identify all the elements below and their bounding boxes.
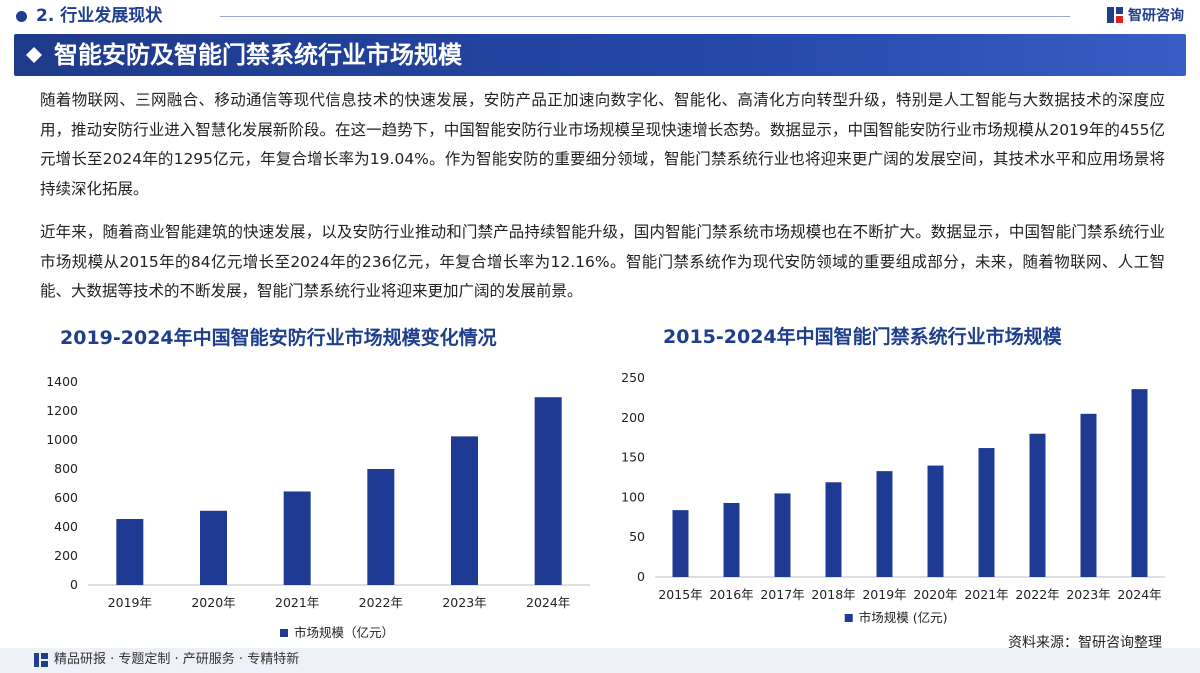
chart-2-bar [723, 502, 740, 577]
chart-2-bar [1080, 413, 1097, 577]
chart-1-bar [534, 397, 562, 585]
chart-1-title: 2019-2024年中国智能安防行业市场规模变化情况 [60, 327, 497, 349]
chart-2-legend-swatch [844, 614, 853, 622]
chart-2-ytick: 100 [621, 489, 645, 504]
chart-2-xtick: 2016年 [709, 587, 753, 602]
chart-2-xtick: 2020年 [913, 587, 957, 602]
paragraph-1: 随着物联网、三网融合、移动通信等现代信息技术的快速发展，安防产品正加速向数字化、… [40, 91, 1165, 198]
header-divider [220, 16, 1070, 17]
chart-1-ytick: 1000 [46, 432, 78, 447]
chart-1-bar [367, 469, 395, 585]
chart-2-ytick: 200 [621, 410, 645, 425]
brand-name: 智研咨询 [1128, 8, 1184, 24]
footer: 精品研报 · 专题定制 · 产研服务 · 专精特新 [0, 648, 1200, 673]
top-header: 2. 行业发展现状 智研咨询 [0, 0, 1200, 34]
chart-2-bar [825, 482, 842, 577]
chart-1-xtick: 2023年 [442, 595, 486, 610]
bullet-dot-icon [16, 11, 27, 22]
chart-2-ytick: 250 [621, 370, 645, 385]
footer-logo-icon [34, 653, 48, 667]
title-bar: 智能安防及智能门禁系统行业市场规模 [14, 34, 1186, 76]
chart-2-bar [1029, 433, 1046, 577]
paragraph-2: 近年来，随着商业智能建筑的快速发展，以及安防行业推动和门禁产品持续智能升级，国内… [40, 223, 1165, 300]
chart-1-legend-swatch [280, 629, 288, 637]
chart-1-ytick: 0 [70, 577, 78, 592]
chart-2-xtick: 2015年 [658, 587, 702, 602]
chart-2-ytick: 150 [621, 450, 645, 465]
source-note: 资料来源：智研咨询整理 [1008, 635, 1162, 651]
chart-1-bar [451, 436, 478, 585]
chart-2-bar [978, 448, 995, 577]
chart-2-bar [1131, 389, 1148, 577]
chart-1-ytick: 600 [54, 490, 78, 505]
chart-1-ytick: 1200 [46, 403, 78, 418]
chart-1-xtick: 2019年 [108, 595, 152, 610]
brand: 智研咨询 [1106, 5, 1184, 25]
chart-2-bar [672, 510, 689, 577]
chart-1: 0 200 400 600 800 1000 1200 1400 2019年 2020年 2021年… [46, 374, 590, 640]
chart-2-xtick: 2024年 [1117, 587, 1161, 602]
diamond-icon [26, 47, 42, 63]
chart-2-xtick: 2023年 [1066, 587, 1110, 602]
chart-1-bar [116, 519, 144, 585]
chart-2-xtick: 2017年 [760, 587, 804, 602]
chart-2-bar [927, 465, 944, 577]
chart-1-ytick: 200 [54, 548, 78, 563]
chart-2-legend-label: 市场规模 (亿元) [859, 610, 948, 625]
chart-1-ytick: 400 [54, 519, 78, 534]
chart-2-xtick: 2019年 [862, 587, 906, 602]
chart-1-bar [200, 510, 227, 585]
brand-logo-icon [1107, 7, 1123, 23]
section-label: 2. 行业发展现状 [36, 6, 163, 26]
chart-2-bar [774, 493, 791, 577]
chart-1-xtick: 2024年 [526, 595, 570, 610]
chart-2-ytick: 0 [637, 569, 645, 584]
chart-1-ytick: 1400 [46, 374, 78, 389]
chart-2-title: 2015-2024年中国智能门禁系统行业市场规模 [663, 326, 1062, 348]
chart-2-bar [876, 471, 893, 577]
chart-1-xtick: 2022年 [359, 595, 403, 610]
chart-1-xtick: 2021年 [275, 595, 319, 610]
chart-2-xtick: 2018年 [811, 587, 855, 602]
chart-1-legend-label: 市场规模（亿元） [294, 625, 394, 640]
chart-2: 0 50 100 150 200 250 2015年 2016年 2017年 2018年 2019年… [621, 370, 1165, 625]
chart-1-bar [283, 491, 311, 585]
chart-2-xtick: 2021年 [964, 587, 1008, 602]
chart-1-xtick: 2020年 [191, 595, 235, 610]
chart-2-xtick: 2022年 [1015, 587, 1059, 602]
chart-1-ytick: 800 [54, 461, 78, 476]
page-title: 智能安防及智能门禁系统行业市场规模 [54, 41, 462, 69]
chart-2-ytick: 50 [629, 529, 645, 544]
footer-text: 精品研报 · 专题定制 · 产研服务 · 专精特新 [54, 652, 300, 667]
